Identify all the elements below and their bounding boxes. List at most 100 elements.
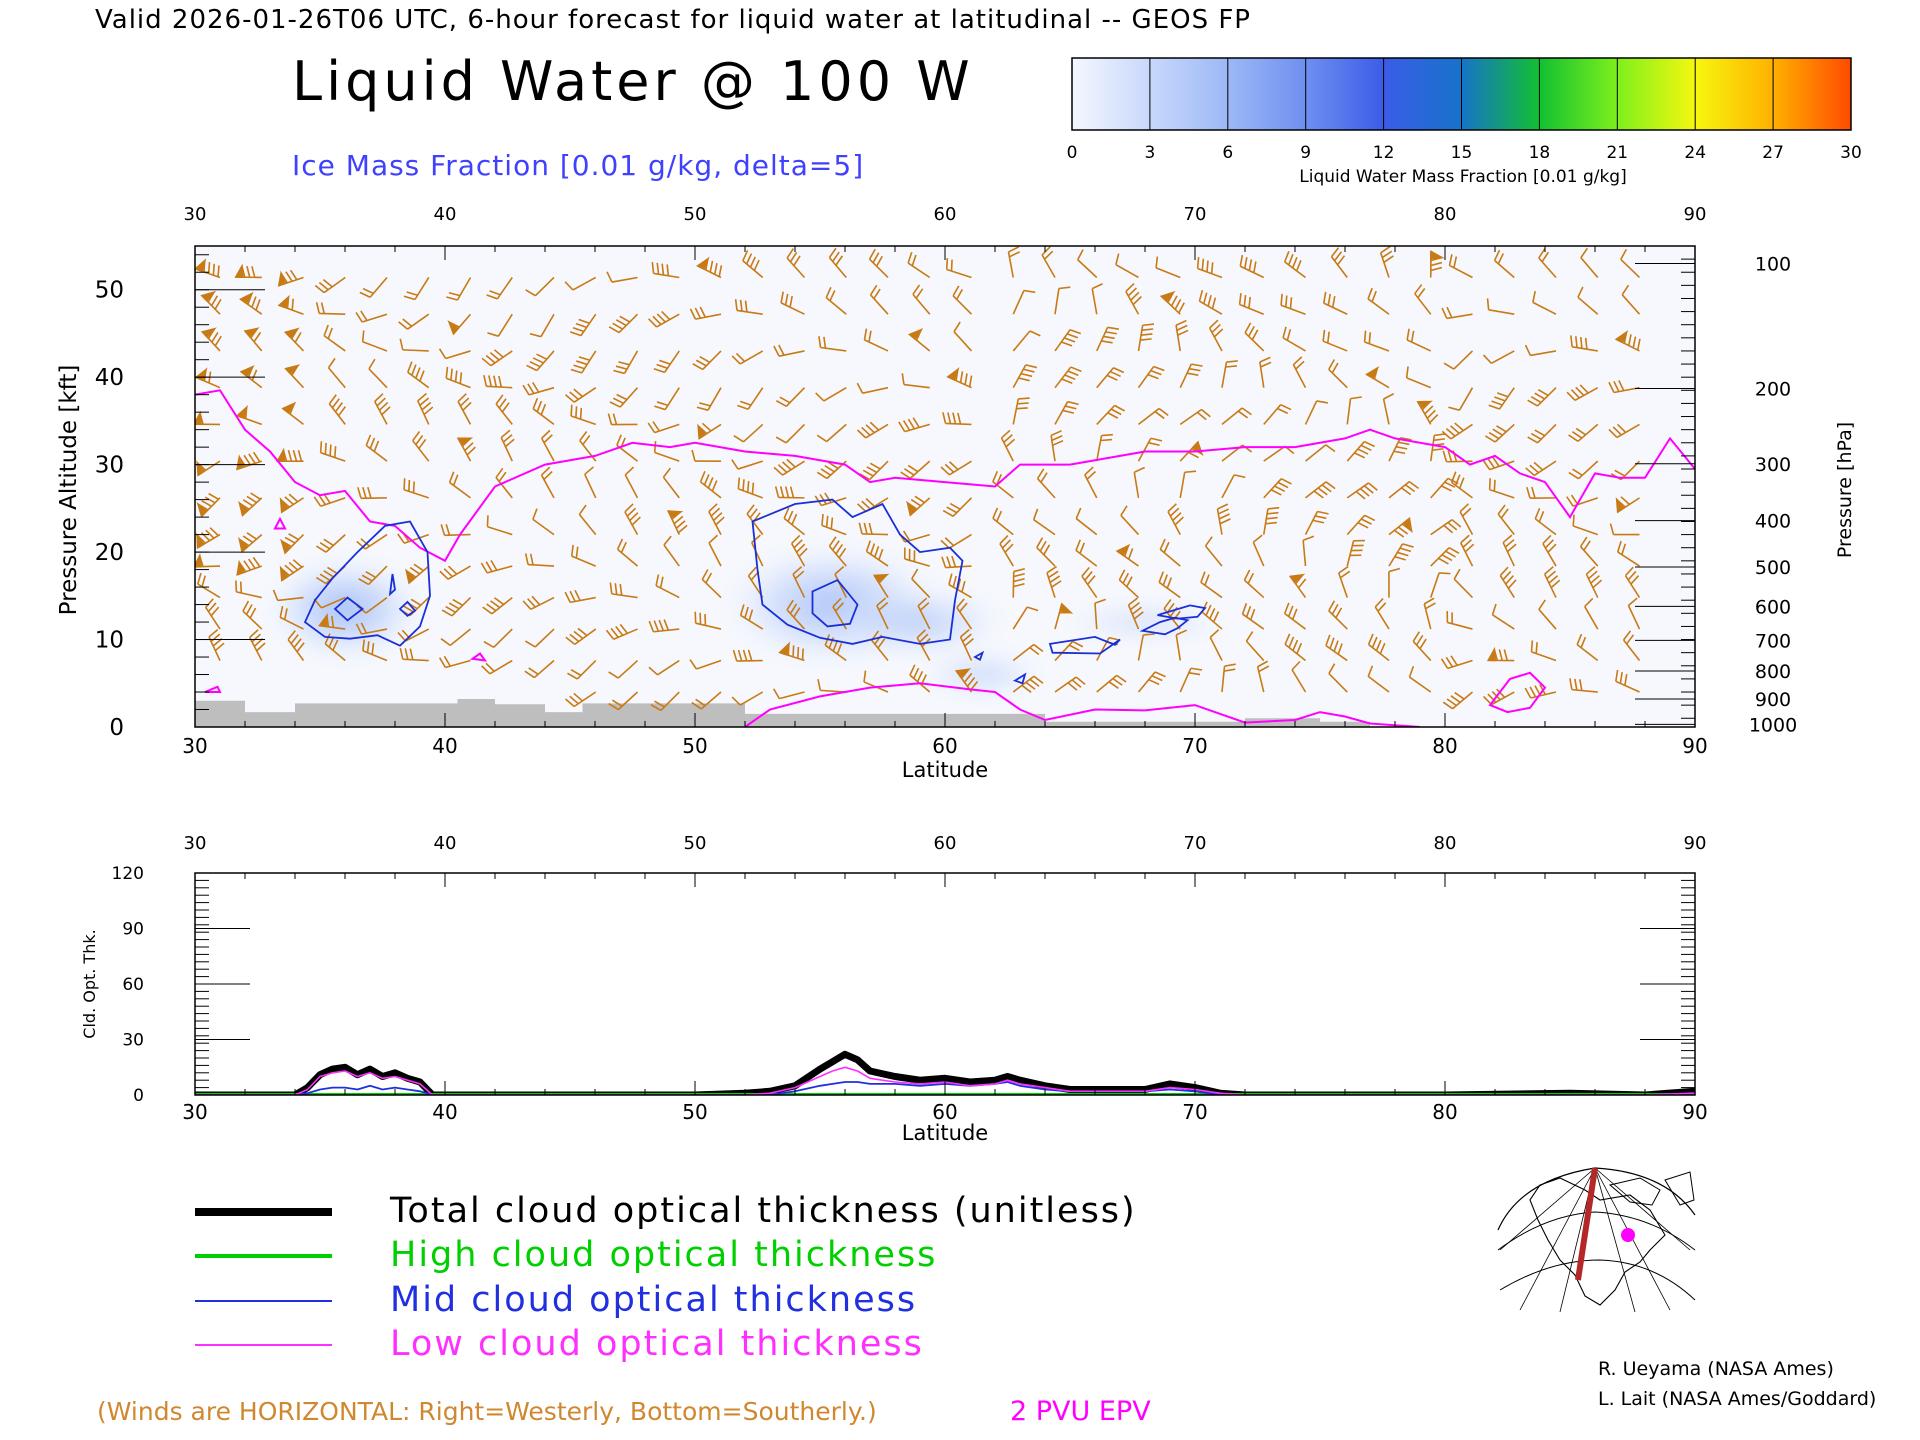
wind-barb-tick — [774, 486, 780, 498]
wind-barb-tick — [1445, 428, 1456, 437]
wind-barb-tick — [1388, 567, 1401, 573]
wind-barb-tick — [1494, 396, 1506, 402]
wind-barb-tick — [877, 638, 886, 649]
wind-barb-tick — [656, 401, 669, 407]
wind-barb-tick — [1044, 250, 1054, 260]
wind-barb-tick — [792, 566, 803, 575]
ice-contour — [1048, 635, 1121, 655]
wind-barb-tick — [448, 291, 461, 297]
wind-barb-tick — [824, 492, 832, 504]
wind-barb-tick — [1071, 679, 1082, 688]
wind-barb-tick — [1393, 450, 1406, 455]
main-title: Liquid Water @ 100 W — [292, 50, 974, 113]
wind-barb-tick — [1322, 291, 1327, 304]
wind-barb-tick — [1241, 407, 1252, 416]
wind-barb-tick — [250, 328, 258, 339]
wind-barb-tick — [1544, 566, 1554, 575]
wind-barb-tick — [608, 702, 619, 711]
wind-barb-tick — [734, 299, 738, 311]
wind-barb-tick — [1570, 335, 1573, 347]
wind-barb-tick — [246, 532, 257, 540]
wind-barb-tick — [952, 575, 957, 588]
wind-barb-tick — [1547, 543, 1557, 553]
wind-barb-tick — [324, 442, 327, 455]
wind-barb-tick — [950, 259, 953, 272]
wind-barb-tick — [794, 570, 805, 580]
wind-barb-tick — [1419, 638, 1427, 650]
wind-barb-tick — [832, 597, 842, 608]
wind-barb-tick — [825, 286, 832, 298]
wind-barb-tick — [873, 288, 881, 300]
wind-barb-tick — [1505, 575, 1514, 585]
wind-barb-tick — [1496, 688, 1506, 698]
wind-barb-tick — [1502, 570, 1512, 581]
wind-barb-tick — [1186, 372, 1199, 376]
wind-barb-tick — [869, 543, 876, 555]
wind-barb-tick — [570, 404, 573, 417]
wind-barb-tick — [205, 598, 214, 608]
wind-barb-tick — [866, 466, 878, 474]
wind-barb-tick — [787, 510, 794, 522]
wind-barb-tick — [1414, 284, 1423, 295]
wind-barb-tick — [1211, 297, 1217, 309]
wind-barb-tick — [565, 698, 575, 708]
wind-barb-tick — [816, 471, 828, 480]
pressure-tick-label: 600 — [1755, 596, 1791, 618]
wind-barb-tick — [647, 422, 656, 434]
wind-barb-tick — [1367, 287, 1373, 300]
wind-barb-tick — [1450, 425, 1460, 434]
wind-barb-tick — [1497, 253, 1505, 265]
wind-flag — [447, 319, 460, 336]
wind-barb — [611, 276, 638, 283]
wind-barb-tick — [531, 595, 541, 606]
wind-barb-tick — [1251, 329, 1259, 341]
wind-barb-tick — [648, 318, 658, 328]
wind-barb-tick — [365, 434, 372, 446]
wind-flag — [239, 364, 255, 378]
wind-barb-tick — [1542, 534, 1552, 545]
ice-blob — [265, 556, 425, 662]
wind-barb-tick — [1450, 695, 1461, 703]
wind-barb-tick — [1529, 464, 1539, 474]
wind-barb-tick — [789, 603, 798, 614]
wind-barb-tick — [210, 295, 219, 307]
wind-barb-tick — [1081, 566, 1090, 577]
wind-barb-tick — [1204, 536, 1213, 547]
wind-barb-tick — [652, 421, 660, 432]
wind-barb-tick — [1013, 567, 1025, 573]
wind-barb-tick — [865, 424, 875, 434]
wind-barb-tick — [1243, 569, 1251, 581]
wind-barb-tick — [1245, 605, 1252, 618]
x-tick-label: 60 — [932, 1100, 957, 1124]
wind-barb-tick — [742, 250, 749, 262]
wind-barb-tick — [238, 538, 250, 547]
wind-barb-tick — [578, 504, 587, 515]
wind-barb-tick — [1446, 698, 1457, 707]
wind-barb-tick — [1447, 521, 1458, 531]
wind-barb-tick — [247, 293, 253, 305]
wind-flag — [954, 668, 972, 678]
wind-barb-tick — [241, 265, 246, 278]
wind-barb-tick — [1421, 401, 1431, 411]
wind-barb-tick — [498, 398, 507, 409]
wind-barb-tick — [949, 502, 961, 510]
wind-barb-tick — [1032, 508, 1039, 520]
wind-barb-tick — [1399, 547, 1412, 553]
wind-barb-tick — [1400, 436, 1412, 441]
wind-barb-tick — [1029, 646, 1040, 656]
wind-barb-tick — [689, 308, 697, 320]
wind-barb-tick — [447, 565, 458, 575]
wind-barb-tick — [1259, 356, 1271, 363]
wind-barb-tick — [1062, 409, 1075, 414]
pressure-tick-label: 800 — [1755, 661, 1791, 683]
wind-barb-tick — [294, 332, 302, 343]
north-america-polar-map — [1497, 1165, 1696, 1315]
bottom-panel: 30 30 40 40 50 50 60 60 70 70 80 80 90 90 0 30 60 90 120 — [112, 833, 1708, 1124]
wind-barb-tick — [1624, 566, 1634, 577]
wind-barb — [1221, 474, 1235, 499]
wind-barb-tick — [1312, 519, 1325, 524]
x-tick-label: 50 — [682, 1100, 707, 1124]
wind-barb-tick — [376, 397, 386, 407]
wind-barb-tick — [1623, 332, 1628, 344]
wind-flag — [277, 270, 287, 287]
